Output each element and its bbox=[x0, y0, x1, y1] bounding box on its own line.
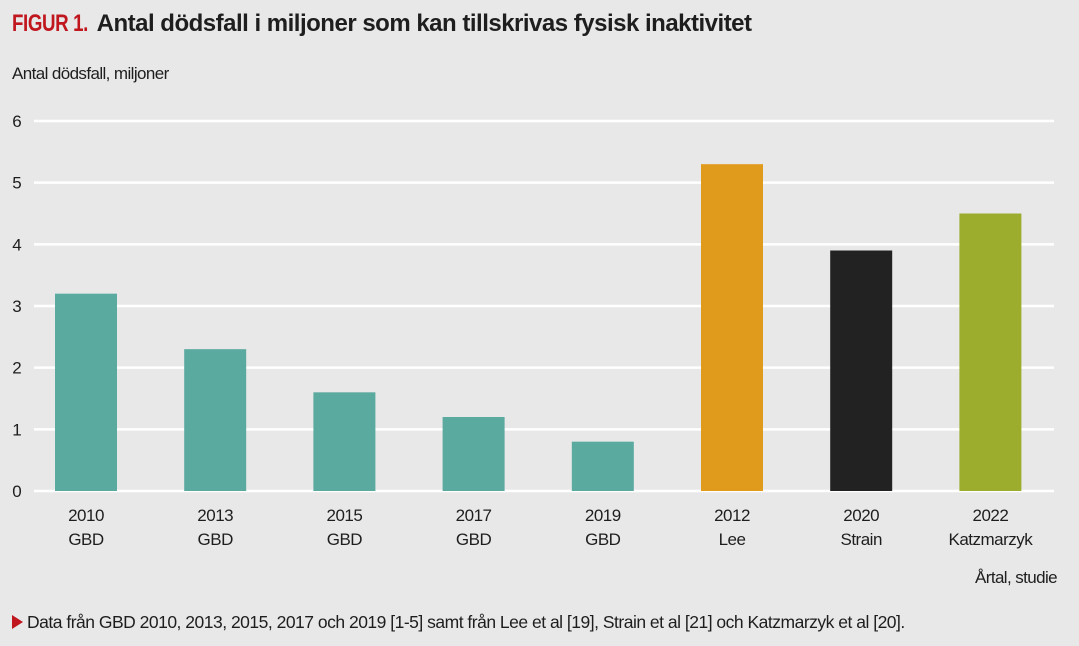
bar-2020-strain bbox=[830, 250, 893, 491]
y-tick-label: 3 bbox=[12, 297, 21, 316]
chart-title: FIGUR 1. Antal dödsfall i miljoner som k… bbox=[12, 10, 752, 38]
bar-2017-gbd bbox=[442, 417, 505, 491]
figure-label: FIGUR 1. bbox=[12, 10, 88, 37]
x-tick-label-study: Katzmarzyk bbox=[949, 530, 1034, 549]
triangle-right-icon bbox=[12, 615, 23, 629]
bar-2015-gbd bbox=[313, 392, 376, 491]
x-tick-label-year: 2019 bbox=[585, 506, 621, 525]
x-tick-label-year: 2010 bbox=[68, 506, 104, 525]
y-tick-label: 1 bbox=[12, 420, 21, 439]
y-tick-label: 6 bbox=[12, 112, 21, 131]
x-tick-labels: 2010 GBD 2013 GBD 2015 GBD 2017 GBD 2019 GBD 2012 L… bbox=[68, 506, 1034, 549]
title-text: Antal dödsfall i miljoner som kan tillsk… bbox=[96, 10, 752, 37]
x-tick-label-study: GBD bbox=[68, 530, 104, 549]
x-tick-label-study: GBD bbox=[456, 530, 492, 549]
x-tick-label-study: Lee bbox=[719, 530, 746, 549]
x-tick-label-year: 2012 bbox=[714, 506, 750, 525]
y-tick-labels: 0 1 2 3 4 5 6 bbox=[12, 112, 21, 501]
x-tick-label-study: Strain bbox=[840, 530, 881, 549]
y-tick-label: 4 bbox=[12, 235, 21, 254]
y-tick-label: 0 bbox=[12, 482, 21, 501]
bar-2010-gbd bbox=[55, 293, 117, 491]
bar-2013-gbd bbox=[184, 349, 247, 491]
x-tick-label-study: GBD bbox=[585, 530, 621, 549]
x-tick-label-year: 2013 bbox=[197, 506, 233, 525]
footnote-text: Data från GBD 2010, 2013, 2015, 2017 och… bbox=[27, 612, 905, 632]
x-tick-label-year: 2015 bbox=[326, 506, 362, 525]
footnote: Data från GBD 2010, 2013, 2015, 2017 och… bbox=[12, 612, 905, 633]
x-axis-label: Årtal, studie bbox=[975, 568, 1058, 587]
x-tick-label-year: 2022 bbox=[972, 506, 1008, 525]
y-tick-label: 5 bbox=[12, 174, 21, 193]
x-tick-label-year: 2017 bbox=[456, 506, 492, 525]
x-tick-label-year: 2020 bbox=[843, 506, 879, 525]
bar-2022-katzmarzyk bbox=[959, 213, 1022, 491]
x-tick-label-study: GBD bbox=[198, 530, 234, 549]
y-axis-label: Antal dödsfall, miljoner bbox=[12, 64, 169, 83]
bar-2012-lee bbox=[701, 164, 763, 491]
bar-2019-gbd bbox=[571, 441, 634, 491]
y-tick-label: 2 bbox=[12, 359, 21, 378]
x-tick-label-study: GBD bbox=[327, 530, 363, 549]
bars bbox=[55, 164, 1022, 491]
